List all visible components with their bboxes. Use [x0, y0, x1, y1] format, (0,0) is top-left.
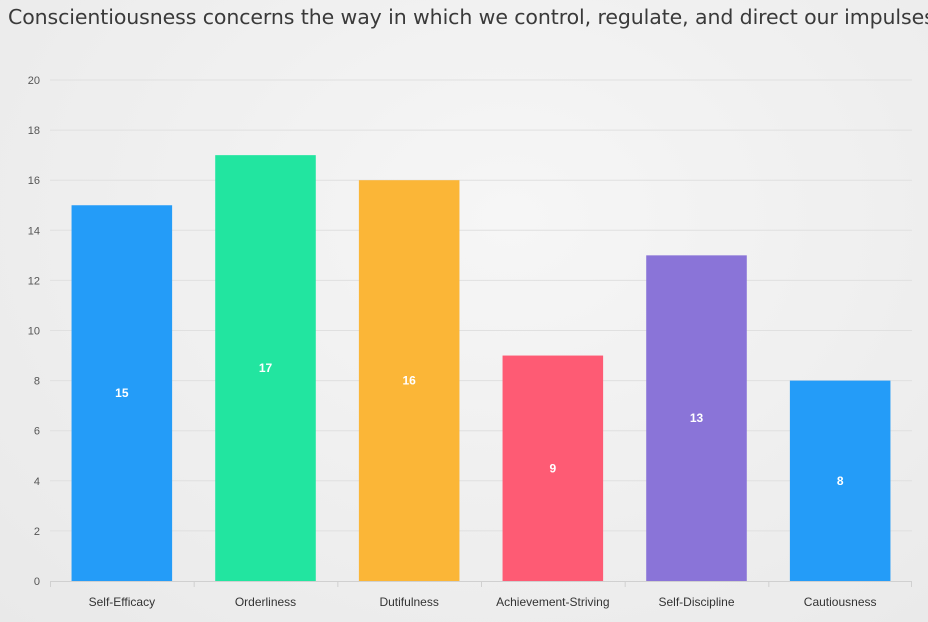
- y-tick-label: 12: [28, 275, 40, 287]
- x-category-label: Cautiousness: [804, 595, 877, 609]
- bar-value-label: 13: [690, 411, 704, 425]
- bar-value-label: 8: [837, 474, 844, 488]
- y-tick-label: 16: [28, 175, 40, 187]
- x-category-label: Self-Efficacy: [89, 595, 155, 609]
- bar-dutifulness: [358, 180, 460, 581]
- x-axis: Self-Efficacy Orderliness Dutifulness Achie…: [50, 581, 912, 609]
- y-tick-label: 0: [34, 576, 40, 588]
- page-headline: Conscientiousness concerns the way in wh…: [8, 5, 928, 29]
- bars: [71, 155, 891, 581]
- y-axis-ticks: 0 2 4 6 8 10 12 14 16 18 20: [28, 75, 40, 588]
- bar-orderliness: [215, 155, 316, 581]
- x-category-label: Achievement-Striving: [496, 595, 609, 609]
- x-category-label: Orderliness: [235, 595, 296, 609]
- bar-value-label: 15: [115, 386, 129, 400]
- bar-value-label: 16: [402, 374, 416, 388]
- y-tick-label: 6: [34, 426, 40, 438]
- y-tick-label: 4: [34, 476, 40, 488]
- bar-self-efficacy: [71, 205, 173, 581]
- y-tick-label: 2: [34, 526, 40, 538]
- y-tick-label: 14: [28, 225, 40, 237]
- bar-cautiousness: [789, 380, 891, 581]
- y-tick-label: 10: [28, 326, 40, 338]
- bar-achievement-striving: [502, 355, 604, 581]
- grid-lines: [50, 79, 912, 532]
- bar-value-label: 9: [549, 461, 556, 475]
- y-tick-label: 8: [34, 376, 40, 388]
- y-tick-label: 18: [28, 125, 40, 137]
- bar-value-label: 17: [259, 361, 273, 375]
- y-tick-label: 20: [28, 75, 40, 87]
- bar-self-discipline: [646, 255, 747, 581]
- x-category-label: Dutifulness: [379, 595, 438, 609]
- value-labels: 15 17 16 9 13 8: [115, 361, 844, 488]
- x-category-label: Self-Discipline: [658, 595, 734, 609]
